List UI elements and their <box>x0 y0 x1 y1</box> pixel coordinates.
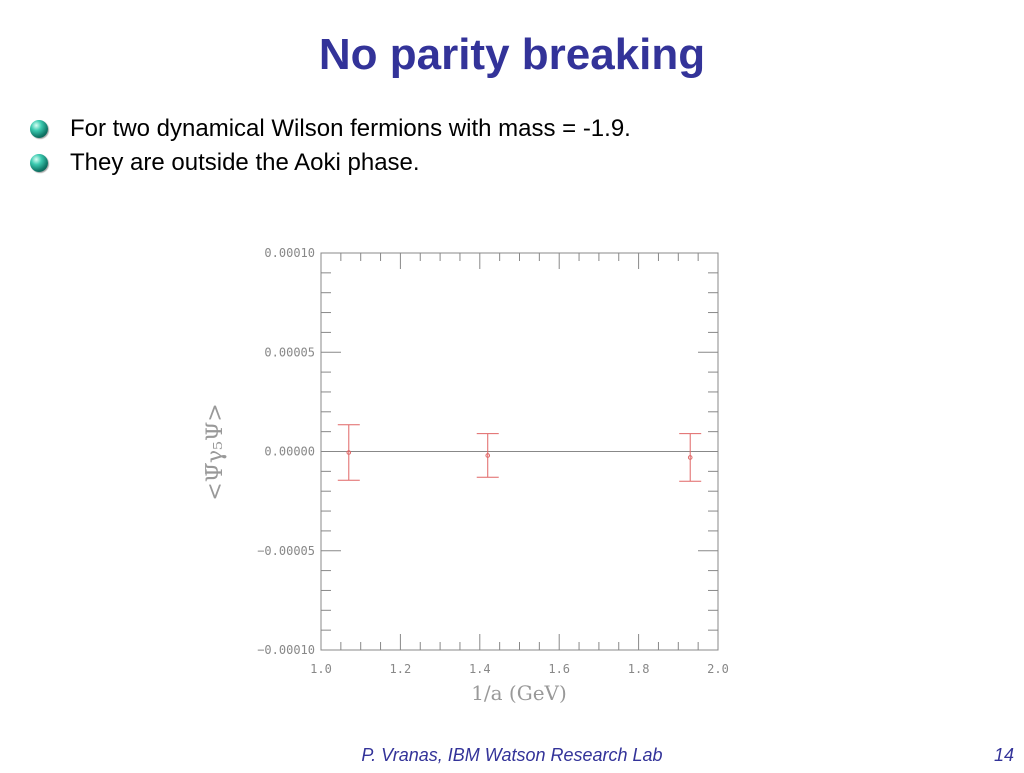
data-points <box>337 424 702 482</box>
bullet-list: For two dynamical Wilson fermions with m… <box>30 112 631 180</box>
x-tick-labels: 1.0 1.2 1.4 1.6 1.8 2.0 <box>310 662 729 676</box>
y-tick-label: −0.00010 <box>257 643 315 657</box>
bullet-sphere-icon <box>30 154 48 172</box>
y-tick-label: 0.00000 <box>264 445 315 459</box>
y-tick-label: 0.00005 <box>264 345 315 359</box>
x-tick-label: 1.2 <box>390 662 412 676</box>
y-tick-label: −0.00005 <box>257 544 315 558</box>
bullet-item: They are outside the Aoki phase. <box>30 146 631 180</box>
y-tick-labels: 0.00010 0.00005 0.00000 −0.00005 −0.00010 <box>257 246 315 657</box>
point-marker <box>687 455 693 460</box>
bullet-item: For two dynamical Wilson fermions with m… <box>30 112 631 146</box>
x-tick-label: 2.0 <box>707 662 729 676</box>
x-tick-label: 1.0 <box>310 662 332 676</box>
x-axis-label: 1/a (GeV) <box>471 681 567 705</box>
bullet-sphere-icon <box>30 120 48 138</box>
data-point <box>337 424 360 481</box>
data-point <box>476 433 499 478</box>
data-point <box>679 433 702 482</box>
page-number: 14 <box>993 745 1014 765</box>
slide-title: No parity breaking <box>318 30 706 79</box>
y-tick-label: 0.00010 <box>264 246 315 260</box>
x-tick-label: 1.6 <box>548 662 570 676</box>
point-marker <box>485 453 491 458</box>
x-ticks <box>320 253 719 650</box>
x-tick-label: 1.8 <box>628 662 650 676</box>
bullet-text: For two dynamical Wilson fermions with m… <box>70 115 631 142</box>
bullet-text: They are outside the Aoki phase. <box>70 149 420 176</box>
x-tick-label: 1.4 <box>469 662 491 676</box>
footer-credit: P. Vranas, IBM Watson Research Lab <box>361 745 663 765</box>
point-marker <box>346 450 352 455</box>
y-axis-label: <Ψ̅γ₅Ψ> <box>203 403 228 500</box>
